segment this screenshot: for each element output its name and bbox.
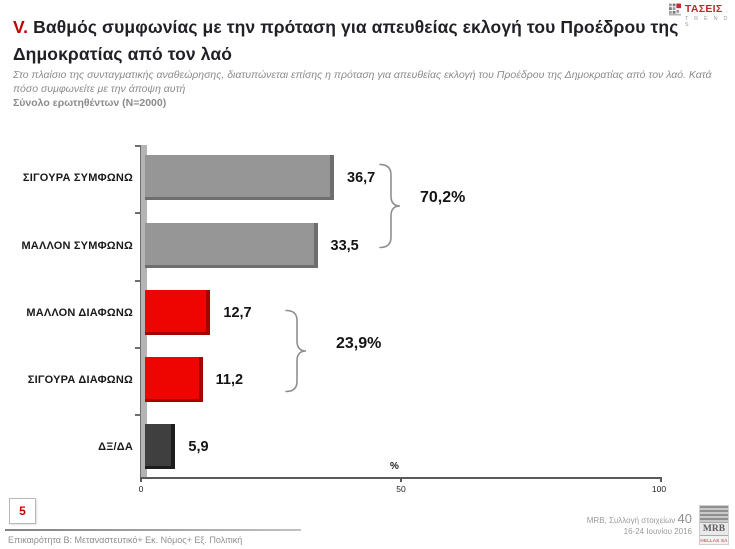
disagree-sum-label: 23,9% xyxy=(336,335,382,352)
source-line1: MRB, Συλλογή στοιχείων 40 xyxy=(586,511,692,526)
x-axis-unit-label: % xyxy=(390,461,399,472)
footer-divider xyxy=(5,529,301,531)
bar-value: 11,2 xyxy=(215,371,244,388)
agree-group-brace xyxy=(379,163,401,249)
page-title: V. Βαθμός συμφωνίας με την πρόταση για απ… xyxy=(13,14,713,67)
mrb-logo-text: MRB xyxy=(700,522,728,536)
y-axis-tick xyxy=(135,414,141,416)
source-block: MRB, Συλλογή στοιχείων 40 16-24 Ιουνίου … xyxy=(587,511,692,536)
y-axis-tick xyxy=(135,145,141,147)
y-axis-tick xyxy=(135,280,141,282)
x-axis-tick xyxy=(400,477,402,482)
bar-value: 33,5 xyxy=(330,237,359,254)
x-tick-0: 0 xyxy=(138,484,144,494)
mrb-logo-subtext: HELLAS SA xyxy=(700,537,728,543)
mrb-logo: MRB HELLAS SA xyxy=(699,505,729,545)
bar-value: 12,7 xyxy=(223,304,252,321)
y-axis-tick xyxy=(135,347,141,349)
title-prefix: V. xyxy=(13,17,29,37)
x-axis-tick xyxy=(140,477,142,482)
wave-number: 40 xyxy=(677,511,692,526)
x-axis-tick xyxy=(660,477,662,482)
taseis-logo-icon xyxy=(669,3,681,16)
bar-row: ΔΞ/ΔΑ 5,9 xyxy=(0,424,735,469)
title-text: Βαθμός συμφωνίας με την πρόταση για απευ… xyxy=(13,17,679,64)
bar-dxda xyxy=(145,424,176,469)
x-tick-50: 50 xyxy=(396,484,406,494)
bar-value: 36,7 xyxy=(347,169,376,186)
y-axis xyxy=(140,145,147,478)
bar-row: ΜΑΛΛΟΝ ΔΙΑΦΩΝΩ 12,7 xyxy=(0,290,735,335)
x-tick-100: 100 xyxy=(651,484,667,494)
footer-topic-note: Επικαιρότητα Β: Μεταναστευτικό+ Εκ. Νόμο… xyxy=(8,535,243,545)
bar-row: ΜΑΛΛΟΝ ΣΥΜΦΩΝΩ 33,5 xyxy=(0,223,735,268)
bar-category-label: ΣΙΓΟΥΡΑ ΔΙΑΦΩΝΩ xyxy=(27,373,133,386)
agree-sum-label: 70,2% xyxy=(420,189,466,206)
bar-category-label: ΔΞ/ΔΑ xyxy=(98,440,133,453)
y-axis-tick xyxy=(135,212,141,214)
source-line2: 16-24 Ιουνίου 2016 xyxy=(623,527,692,536)
bar-mallon-symfono xyxy=(145,223,318,268)
sample-note: Σύνολο ερωτηθέντων (N=2000) xyxy=(13,97,167,109)
page-number-box: 5 xyxy=(9,498,36,524)
disagree-group-brace xyxy=(285,309,307,393)
question-text: Στο πλαίσιο της συνταγματικής αναθεώρηση… xyxy=(13,69,712,95)
bar-category-label: ΜΑΛΛΟΝ ΣΥΜΦΩΝΩ xyxy=(21,239,133,252)
bar-sigoura-diafono xyxy=(145,357,203,402)
taseis-logo: ΤΑΣΕΙΣ T R E N D S xyxy=(669,3,735,28)
mrb-logo-stripes xyxy=(700,506,728,522)
bar-category-label: ΣΙΓΟΥΡΑ ΣΥΜΦΩΝΩ xyxy=(22,171,133,184)
bar-sigoura-symfono xyxy=(145,155,334,200)
bar-category-label: ΜΑΛΛΟΝ ΔΙΑΦΩΝΩ xyxy=(26,306,133,319)
bar-row: ΣΙΓΟΥΡΑ ΔΙΑΦΩΝΩ 11,2 xyxy=(0,357,735,402)
taseis-logo-subtitle: T R E N D S xyxy=(684,16,730,28)
bar-mallon-diafono xyxy=(145,290,211,335)
bar-row: ΣΙΓΟΥΡΑ ΣΥΜΦΩΝΩ 36,7 xyxy=(0,155,735,200)
page-number: 5 xyxy=(19,504,26,518)
bar-value: 5,9 xyxy=(188,438,209,455)
taseis-logo-title: ΤΑΣΕΙΣ xyxy=(684,3,723,15)
